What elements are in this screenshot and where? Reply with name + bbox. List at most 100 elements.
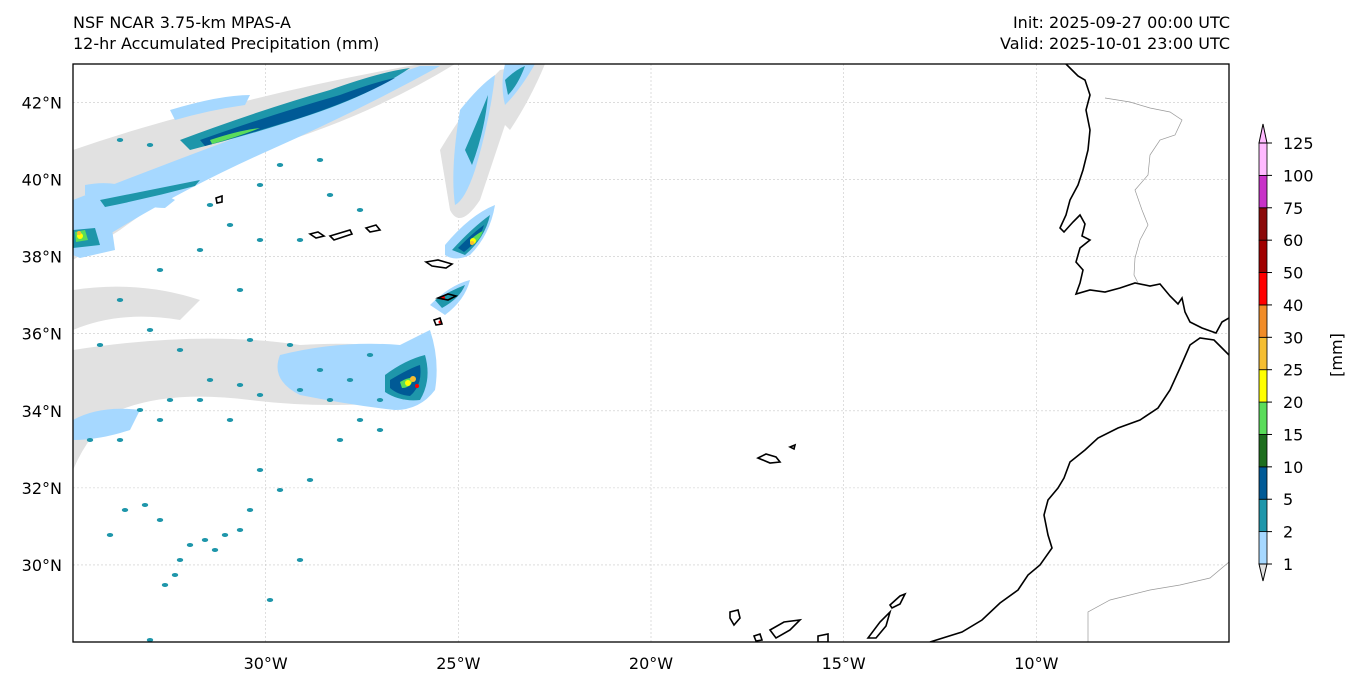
precip-cell (336, 438, 344, 442)
lon-tick-label: 10°W (1014, 654, 1058, 673)
colorbar-swatch (1258, 336, 1268, 371)
precip-cell (276, 488, 284, 492)
precip-cell (306, 478, 314, 482)
colorbar-level-label: 25 (1283, 361, 1303, 380)
precip-cell (256, 238, 264, 242)
colorbar-swatch (1258, 272, 1268, 306)
precip-cell (236, 528, 244, 532)
precip-cell (116, 138, 124, 142)
colorbar-swatch (1258, 174, 1268, 209)
precip-cell (346, 378, 354, 382)
colorbar-level-label: 60 (1283, 231, 1303, 250)
azores-4 (364, 224, 382, 233)
madeira (756, 453, 782, 464)
colorbar-swatch (1258, 239, 1268, 273)
precip-cell (206, 203, 214, 207)
lat-tick-label: 32°N (22, 479, 62, 498)
precip-cell (186, 543, 194, 547)
precip-cell (266, 598, 274, 602)
precip-cell (161, 583, 169, 587)
precip-cell (246, 508, 254, 512)
precip-cell (366, 353, 374, 357)
lon-tick-label: 15°W (822, 654, 866, 673)
model-name: NSF NCAR 3.75-km MPAS-A (73, 13, 291, 32)
axis-labels: 30°W 25°W 20°W 15°W 10°W 42°N 40°N 38°N 36°N 34°N… (22, 94, 1059, 673)
colorbar-swatch (1258, 531, 1268, 565)
precip-cell (376, 428, 384, 432)
canaries-5 (866, 609, 892, 639)
precip-cell (236, 288, 244, 292)
precip-cell (196, 398, 204, 402)
precip-cell (96, 343, 104, 347)
precip-cell (146, 638, 154, 642)
colorbar-level-label: 125 (1283, 134, 1314, 153)
colorbar-swatch (1258, 434, 1268, 468)
colorbar-swatches (1258, 142, 1268, 565)
colorbar-swatch (1258, 369, 1268, 403)
azores-5 (435, 293, 459, 301)
precip-cell (326, 398, 334, 402)
colorbar-lower-extend (1258, 563, 1268, 582)
precip-cell (121, 508, 129, 512)
colorbar-swatch (1258, 466, 1268, 500)
precip-cell (116, 438, 124, 442)
map-frame (72, 63, 1230, 643)
africa-coast (929, 337, 1229, 642)
field-name: 12-hr Accumulated Precipitation (mm) (73, 34, 380, 53)
precip-cell (296, 388, 304, 392)
lat-tick-label: 36°N (22, 325, 62, 344)
precip-cell (166, 398, 174, 402)
map-panel: 30°W 25°W 20°W 15°W 10°W 42°N 40°N 38°N 36°N 34°N… (22, 63, 1230, 673)
precip-cell (196, 248, 204, 252)
precip-cell (146, 143, 154, 147)
precip-cell (201, 538, 209, 542)
lat-tick-label: 40°N (22, 171, 62, 190)
colorbar-level-label: 2 (1283, 523, 1293, 542)
precip-cell (211, 548, 219, 552)
colorbar-level-label: 1 (1283, 555, 1293, 574)
precip-cell (156, 268, 164, 272)
morocco-border (1087, 561, 1229, 642)
precip-cell (171, 573, 179, 577)
colorbar-level-label: 20 (1283, 393, 1303, 412)
precip-cell (256, 183, 264, 187)
precip-cell (236, 383, 244, 387)
azores-2 (308, 231, 326, 239)
precip-cell (326, 193, 334, 197)
precip-cell (156, 518, 164, 522)
init-time: Init: 2025-09-27 00:00 UTC (1012, 13, 1230, 32)
precip-cell (136, 408, 144, 412)
precip-cell (276, 163, 284, 167)
precip-cell (286, 343, 294, 347)
lon-tick-label: 20°W (629, 654, 673, 673)
lon-tick-label: 30°W (244, 654, 288, 673)
precip-cell (106, 533, 114, 537)
precip-cell (221, 533, 229, 537)
azores-3 (328, 229, 354, 241)
portugal-spain-border (1104, 97, 1183, 284)
precip-cell (141, 503, 149, 507)
lon-tick-label: 25°W (436, 654, 480, 673)
precip-cell (226, 223, 234, 227)
precip-cell (206, 378, 214, 382)
colorbar-upper-extend (1258, 123, 1268, 144)
map-title-left: NSF NCAR 3.75-km MPAS-A 12-hr Accumulate… (73, 12, 379, 54)
precip-cell (376, 398, 384, 402)
precip-cell (296, 558, 304, 562)
colorbar-swatch (1258, 498, 1268, 533)
canaries-3 (768, 618, 803, 640)
colorbar-unit-label: [mm] (1327, 333, 1346, 377)
canaries-2 (752, 632, 764, 642)
precip-cell (176, 558, 184, 562)
precipitation-field (73, 64, 545, 642)
precip-cell (256, 468, 264, 472)
scattered-cells (86, 138, 384, 642)
colorbar-swatch (1258, 304, 1268, 338)
precip-cell (86, 438, 94, 442)
precip-cell (156, 418, 164, 422)
colorbar-swatch (1258, 207, 1268, 241)
precip-cell (256, 393, 264, 397)
precip-cell (296, 238, 304, 242)
iberia-coast (1059, 64, 1229, 334)
precip-cell (146, 328, 154, 332)
